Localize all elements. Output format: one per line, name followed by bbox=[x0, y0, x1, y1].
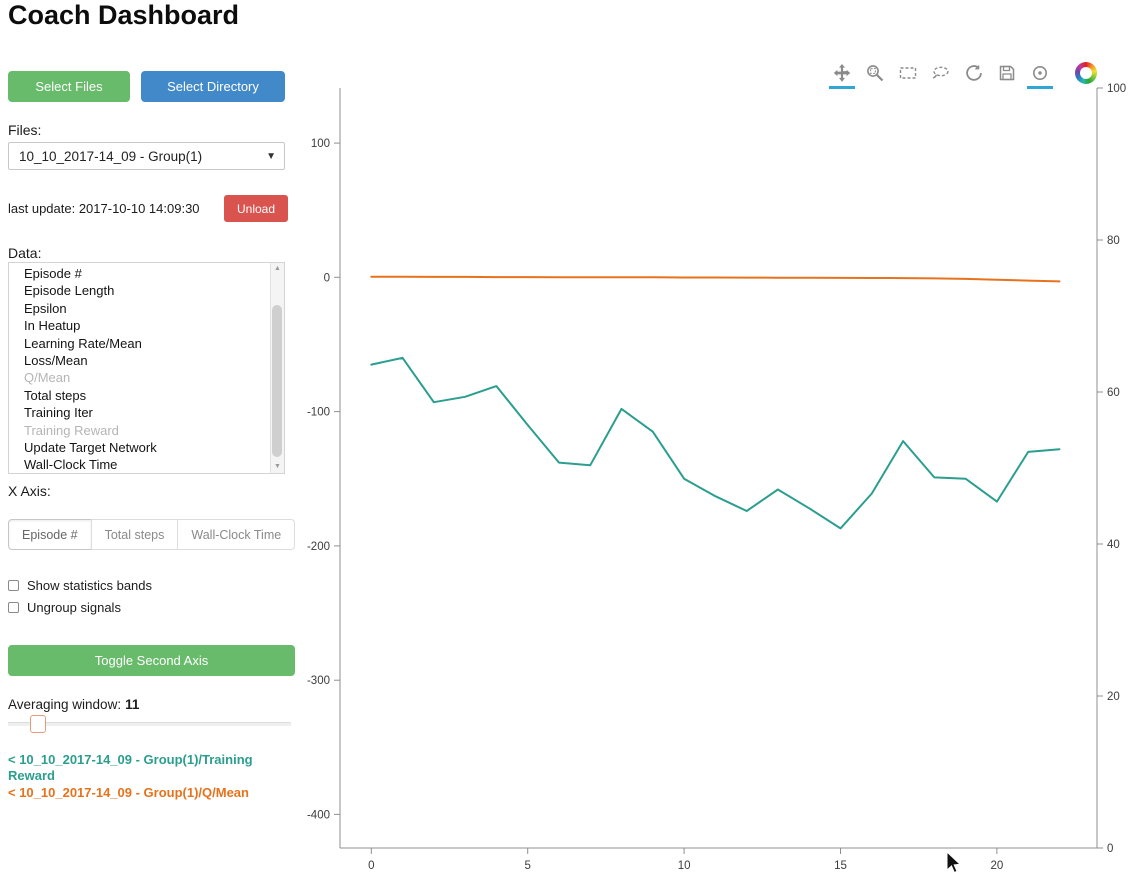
svg-text:10: 10 bbox=[678, 860, 691, 872]
svg-text:20: 20 bbox=[991, 860, 1004, 872]
svg-text:20: 20 bbox=[1107, 691, 1120, 703]
data-list-item[interactable]: Wall-Clock Time bbox=[24, 457, 118, 473]
svg-text:40: 40 bbox=[1107, 539, 1120, 551]
averaging-window-label: Averaging window: bbox=[8, 697, 122, 712]
data-list-item[interactable]: Training Iter bbox=[24, 405, 93, 421]
unload-button[interactable]: Unload bbox=[224, 195, 288, 222]
data-list-item[interactable]: Loss/Mean bbox=[24, 353, 88, 369]
checkbox-group: Show statistics bands Ungroup signals bbox=[8, 574, 152, 618]
page-title: Coach Dashboard bbox=[8, 0, 240, 30]
files-label: Files: bbox=[8, 122, 42, 138]
data-list-scrollbar[interactable]: ▲ ▼ bbox=[270, 263, 284, 473]
hover-icon[interactable] bbox=[1027, 63, 1053, 89]
data-list-item[interactable]: Q/Mean bbox=[24, 370, 71, 386]
bokeh-logo[interactable] bbox=[1075, 62, 1097, 84]
data-list-item[interactable]: Episode # bbox=[24, 266, 82, 281]
svg-text:80: 80 bbox=[1107, 235, 1120, 247]
x-axis-label: X Axis: bbox=[8, 483, 51, 499]
checkbox-label: Show statistics bands bbox=[27, 577, 153, 593]
legend-entry[interactable]: < 10_10_2017-14_09 - Group(1)/Training R… bbox=[8, 752, 253, 783]
chart-legend: < 10_10_2017-14_09 - Group(1)/Training R… bbox=[8, 752, 296, 803]
bokeh-toolbar bbox=[829, 60, 1097, 89]
x-axis-option-group: Episode # Total steps Wall-Clock Time bbox=[8, 519, 296, 550]
checkbox-row: Ungroup signals bbox=[8, 596, 152, 618]
averaging-slider[interactable] bbox=[8, 715, 291, 733]
data-list[interactable]: Episode # Episode Length Epsilon In Heatup L… bbox=[8, 262, 285, 474]
svg-text:0: 0 bbox=[1107, 843, 1113, 855]
svg-text:5: 5 bbox=[524, 860, 530, 872]
data-label: Data: bbox=[8, 245, 42, 261]
lasso-select-icon[interactable] bbox=[931, 63, 951, 83]
x-axis-option[interactable]: Episode # bbox=[8, 519, 92, 550]
data-list-item[interactable]: In Heatup bbox=[24, 318, 81, 334]
svg-text:60: 60 bbox=[1107, 387, 1120, 399]
chart-area[interactable]: 100 0 -100 -200 -300 -400 100 80 60 40 20 0 0 5 10 15 20 bbox=[296, 56, 1142, 881]
data-list-item[interactable]: Training Reward bbox=[24, 422, 119, 438]
toggle-second-axis-button[interactable]: Toggle Second Axis bbox=[8, 645, 295, 676]
checkbox[interactable] bbox=[8, 579, 19, 591]
save-icon[interactable] bbox=[997, 63, 1017, 83]
svg-text:100: 100 bbox=[311, 138, 330, 150]
checkbox-row: Show statistics bands bbox=[8, 574, 152, 596]
scrollbar-thumb[interactable] bbox=[272, 305, 282, 457]
data-list-item[interactable]: Total steps bbox=[24, 387, 87, 403]
svg-text:-400: -400 bbox=[307, 809, 330, 821]
select-files-button[interactable]: Select Files bbox=[8, 71, 130, 102]
box-zoom-icon[interactable] bbox=[865, 63, 885, 83]
legend-entry[interactable]: < 10_10_2017-14_09 - Group(1)/Q/Mean bbox=[8, 785, 249, 800]
reset-icon[interactable] bbox=[964, 63, 984, 83]
pan-icon[interactable] bbox=[829, 63, 855, 89]
svg-text:-200: -200 bbox=[307, 541, 330, 553]
files-dropdown-value: 10_10_2017-14_09 - Group(1) bbox=[19, 148, 203, 164]
box-select-icon[interactable] bbox=[898, 63, 918, 83]
data-list-item[interactable]: Learning Rate/Mean bbox=[24, 335, 142, 351]
averaging-window-value: 11 bbox=[125, 697, 140, 712]
data-list-item[interactable]: Epsilon bbox=[24, 300, 67, 316]
select-directory-button[interactable]: Select Directory bbox=[141, 71, 285, 102]
svg-text:100: 100 bbox=[1107, 83, 1126, 95]
sidebar: Select Files Select Directory Files: 10_… bbox=[0, 0, 300, 881]
data-list-item[interactable]: Update Target Network bbox=[24, 440, 157, 456]
slider-handle[interactable] bbox=[30, 715, 46, 733]
svg-text:15: 15 bbox=[834, 860, 847, 872]
svg-text:0: 0 bbox=[324, 272, 330, 284]
averaging-window: Averaging window: 11 bbox=[8, 697, 139, 712]
svg-text:-100: -100 bbox=[307, 407, 330, 419]
scrollbar-down-icon[interactable]: ▼ bbox=[274, 463, 281, 470]
files-dropdown[interactable]: 10_10_2017-14_09 - Group(1) ▼ bbox=[8, 142, 285, 170]
data-list-item[interactable]: Episode Length bbox=[24, 283, 115, 299]
plot[interactable]: 100 0 -100 -200 -300 -400 100 80 60 40 20 0 0 5 10 15 20 bbox=[296, 56, 1142, 881]
data-list-items: Episode # Episode Length Epsilon In Heatup L… bbox=[9, 265, 271, 473]
chevron-down-icon: ▼ bbox=[266, 150, 276, 162]
svg-text:0: 0 bbox=[368, 860, 374, 872]
last-update-text: last update: 2017-10-10 14:09:30 bbox=[8, 201, 200, 216]
svg-text:-300: -300 bbox=[307, 675, 330, 687]
scrollbar-up-icon[interactable]: ▲ bbox=[274, 265, 281, 272]
x-axis-option[interactable]: Wall-Clock Time bbox=[177, 519, 296, 550]
checkbox[interactable] bbox=[8, 601, 19, 613]
x-axis-option[interactable]: Total steps bbox=[90, 519, 179, 550]
checkbox-label: Ungroup signals bbox=[27, 599, 121, 615]
